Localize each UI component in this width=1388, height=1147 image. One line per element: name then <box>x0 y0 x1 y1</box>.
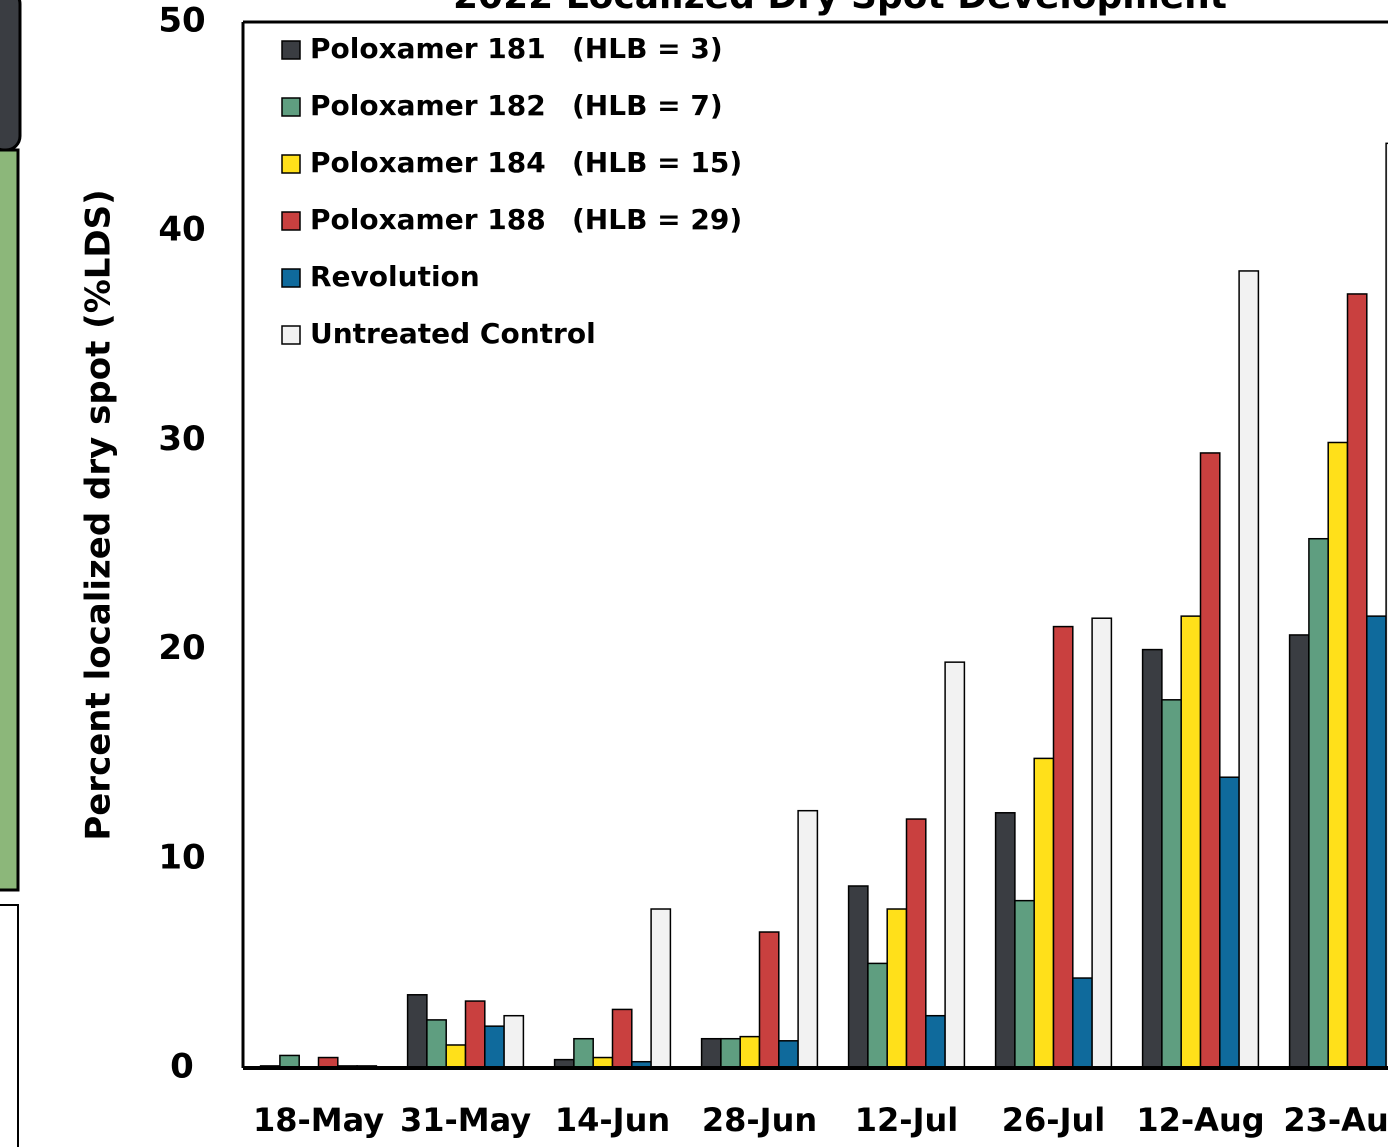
bar <box>926 1016 945 1068</box>
bar <box>740 1037 759 1068</box>
bar <box>1034 758 1053 1068</box>
legend-swatch <box>282 326 300 344</box>
x-tick-label: 12-Aug <box>1136 1101 1264 1139</box>
bar <box>1309 539 1328 1068</box>
x-tick-label: 12-Jul <box>855 1101 958 1139</box>
bar <box>868 963 887 1068</box>
bar <box>1328 442 1347 1068</box>
legend-swatch <box>282 269 300 287</box>
bar <box>1220 777 1239 1068</box>
bar <box>427 1020 446 1068</box>
legend-note: (HLB = 15) <box>572 146 742 179</box>
legend-swatch <box>282 212 300 230</box>
bar <box>1367 616 1386 1068</box>
x-tick-label: 28-Jun <box>702 1101 817 1139</box>
y-axis-label: Percent localized dry spot (%LDS) <box>79 189 119 840</box>
bar <box>1073 978 1092 1068</box>
x-tick-label: 31-May <box>400 1101 531 1139</box>
legend-swatch <box>282 155 300 173</box>
chart: 2022 Localized Dry Spot Development Perc… <box>0 0 1388 1147</box>
bar <box>1239 271 1258 1068</box>
bar <box>1143 650 1162 1068</box>
legend-label: Revolution <box>310 260 480 293</box>
bar <box>779 1041 798 1068</box>
bar <box>945 662 964 1068</box>
y-tick-label: 50 <box>158 1 205 41</box>
bar <box>613 1009 632 1068</box>
y-tick-label: 10 <box>158 837 205 877</box>
bar <box>1092 618 1111 1068</box>
bar <box>466 1001 485 1068</box>
bar <box>702 1039 721 1068</box>
bar <box>760 932 779 1068</box>
x-tick-label: 14-Jun <box>555 1101 670 1139</box>
legend-label: Poloxamer 188 <box>310 203 546 236</box>
y-tick-label: 40 <box>158 210 205 250</box>
bar <box>1162 700 1181 1068</box>
bar <box>996 813 1015 1068</box>
legend-label: Poloxamer 184 <box>310 146 546 179</box>
bar <box>504 1016 523 1068</box>
bar <box>1181 616 1200 1068</box>
chart-title: 2022 Localized Dry Spot Development <box>453 0 1227 17</box>
legend-note: (HLB = 3) <box>572 32 723 65</box>
legend-note: (HLB = 29) <box>572 203 742 236</box>
x-tick-label: 26-Jul <box>1002 1101 1105 1139</box>
bar <box>887 909 906 1068</box>
y-tick-label: 20 <box>158 628 205 668</box>
bar <box>1290 635 1309 1068</box>
bar <box>446 1045 465 1068</box>
bar <box>1054 627 1073 1068</box>
bar <box>1348 294 1367 1068</box>
y-tick-label: 0 <box>170 1047 194 1087</box>
legend-note: (HLB = 7) <box>572 89 723 122</box>
bar <box>1201 453 1220 1068</box>
legend-swatch <box>282 98 300 116</box>
bar <box>1015 901 1034 1068</box>
x-tick-label: 23-Aug <box>1283 1101 1388 1139</box>
bar <box>721 1039 740 1068</box>
legend-label: Untreated Control <box>310 317 596 350</box>
y-tick-label: 30 <box>158 419 205 459</box>
bar <box>849 886 868 1068</box>
legend-swatch <box>282 41 300 59</box>
legend-label: Poloxamer 181 <box>310 32 546 65</box>
bar <box>574 1039 593 1068</box>
side-decoration <box>0 0 20 1147</box>
x-tick-label: 18-May <box>253 1101 384 1139</box>
bar <box>485 1026 504 1068</box>
legend-label: Poloxamer 182 <box>310 89 546 122</box>
bar <box>798 811 817 1068</box>
bar <box>408 995 427 1068</box>
bar <box>907 819 926 1068</box>
bar <box>651 909 670 1068</box>
